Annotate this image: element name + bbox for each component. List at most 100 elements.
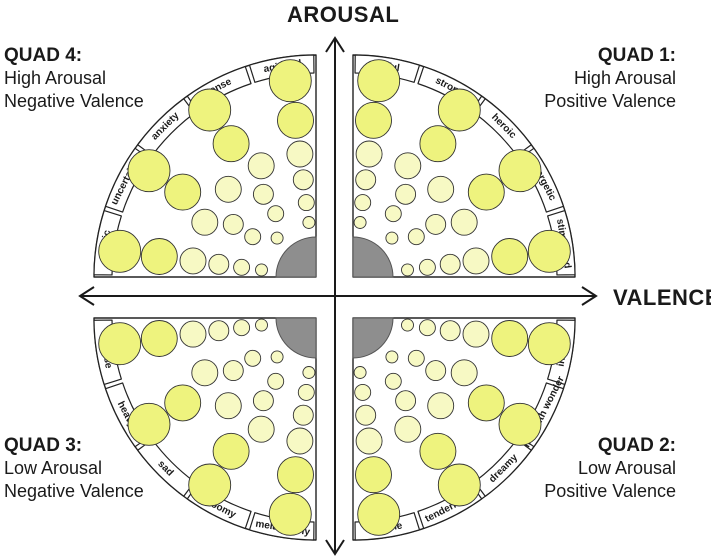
intensity-circle xyxy=(233,319,251,337)
intensity-circle xyxy=(255,263,268,277)
axes-group xyxy=(78,36,598,556)
intensity-circle xyxy=(270,231,284,245)
intensity-circle xyxy=(437,88,481,132)
intensity-circle xyxy=(164,173,202,211)
quad2-valence: Positive Valence xyxy=(544,481,676,501)
vertical-axis-arrowhead-bottom xyxy=(325,539,345,556)
intensity-circle xyxy=(191,208,219,236)
intensity-circle xyxy=(244,228,262,246)
intensity-circle xyxy=(353,366,367,379)
intensity-circle xyxy=(385,350,399,364)
emotion-tab xyxy=(473,438,532,497)
intensity-circle xyxy=(233,258,251,276)
quad1-title: QUAD 1: xyxy=(597,45,676,66)
emotion-tab xyxy=(137,98,196,157)
intensity-circle xyxy=(357,492,401,536)
intensity-circle xyxy=(355,169,377,191)
quad2-label: QUAD 2: Low Arousal Positive Valence xyxy=(544,434,676,503)
intensity-circle xyxy=(527,229,571,273)
quad4-title: QUAD 4: xyxy=(4,45,83,66)
intensity-circle xyxy=(354,383,372,401)
intensity-circle xyxy=(355,101,392,139)
intensity-circle xyxy=(164,384,202,422)
intensity-circle xyxy=(267,205,285,223)
quadrant-q2: in awefilled with wonderdreamytenderness… xyxy=(352,317,576,541)
intensity-circle xyxy=(439,320,461,342)
intensity-circle xyxy=(222,360,244,382)
intensity-circle xyxy=(498,149,542,193)
quad2-title: QUAD 2: xyxy=(597,435,676,456)
intensity-circle xyxy=(212,125,250,163)
intensity-circle xyxy=(491,238,529,275)
intensity-circle xyxy=(427,392,455,420)
intensity-circle xyxy=(252,390,274,412)
corner-wedge xyxy=(275,236,317,278)
intensity-circle xyxy=(394,415,422,443)
emotion-tab xyxy=(137,438,196,497)
intensity-circle xyxy=(208,320,230,342)
quad1-valence: Positive Valence xyxy=(544,91,676,111)
intensity-circle xyxy=(255,318,268,332)
intensity-circle xyxy=(357,59,401,103)
intensity-circle xyxy=(267,372,285,390)
intensity-circle xyxy=(418,319,436,337)
intensity-circle xyxy=(214,392,242,420)
intensity-circle xyxy=(384,205,402,223)
intensity-circle xyxy=(268,59,312,103)
intensity-circle xyxy=(527,322,571,366)
arousal-axis-title: AROUSAL xyxy=(287,2,400,27)
intensity-circle xyxy=(268,492,312,536)
intensity-circle xyxy=(214,175,242,203)
intensity-circle xyxy=(247,415,275,443)
intensity-circle xyxy=(450,208,478,236)
intensity-circle xyxy=(354,194,372,212)
quad3-arousal: Low Arousal xyxy=(4,458,103,478)
intensity-circle xyxy=(127,402,171,446)
intensity-circle xyxy=(401,318,414,332)
intensity-circle xyxy=(394,152,422,180)
corner-wedge xyxy=(352,236,394,278)
intensity-circle xyxy=(286,140,314,168)
intensity-circle xyxy=(286,427,314,455)
intensity-circle xyxy=(98,229,142,273)
intensity-circle xyxy=(247,152,275,180)
intensity-circle xyxy=(355,404,377,426)
intensity-circle xyxy=(395,183,417,205)
intensity-circle xyxy=(425,213,447,235)
intensity-circle xyxy=(297,383,315,401)
intensity-circle xyxy=(355,456,392,494)
intensity-circle xyxy=(467,384,505,422)
intensity-circle xyxy=(244,349,262,367)
intensity-circle xyxy=(277,456,314,494)
intensity-circle xyxy=(498,402,542,446)
intensity-circle xyxy=(407,349,425,367)
horizontal-axis-arrowhead-right xyxy=(581,286,598,306)
quadrant-q4: tragicuncertaintyanxietytenseagitated xyxy=(93,54,317,278)
horizontal-axis-arrowhead-left xyxy=(78,286,95,306)
intensity-circle xyxy=(191,359,219,387)
quad3-title: QUAD 3: xyxy=(4,435,83,456)
intensity-circle xyxy=(425,360,447,382)
intensity-circle xyxy=(212,432,250,470)
intensity-circle xyxy=(355,427,383,455)
intensity-circle xyxy=(491,320,529,357)
corner-wedge xyxy=(275,317,317,359)
intensity-circle xyxy=(179,320,207,348)
intensity-circle xyxy=(188,463,232,507)
intensity-circle xyxy=(437,463,481,507)
intensity-circle xyxy=(270,350,284,364)
intensity-circle xyxy=(297,194,315,212)
intensity-circle xyxy=(439,253,461,275)
intensity-circle xyxy=(127,149,171,193)
intensity-circle xyxy=(450,359,478,387)
intensity-circle xyxy=(188,88,232,132)
intensity-circle xyxy=(140,320,178,357)
intensity-circle xyxy=(418,258,436,276)
intensity-circle xyxy=(462,247,490,275)
intensity-circle xyxy=(419,125,457,163)
intensity-circle xyxy=(292,169,314,191)
quad4-label: QUAD 4: High Arousal Negative Valence xyxy=(4,44,144,113)
intensity-circle xyxy=(353,216,367,229)
quad3-valence: Negative Valence xyxy=(4,481,144,501)
